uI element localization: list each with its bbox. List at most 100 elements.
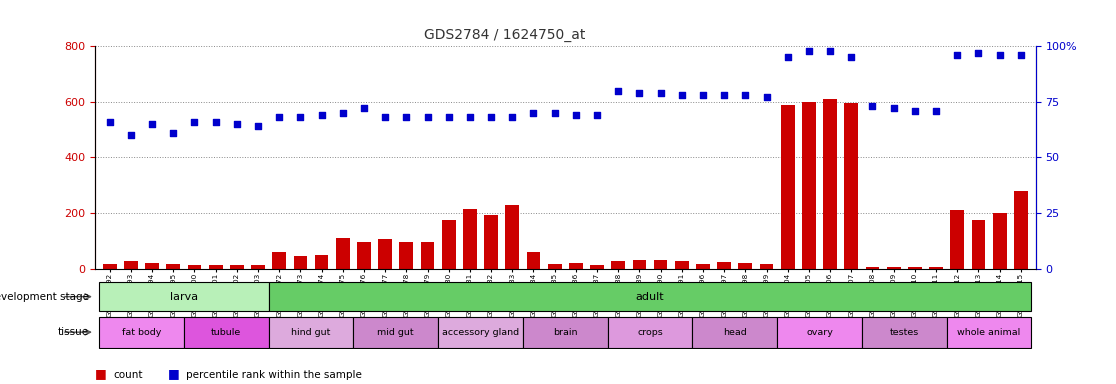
Point: [291, 114, 309, 121]
Text: development stage: development stage: [0, 291, 89, 302]
Point: [843, 54, 860, 60]
Bar: [439, 316, 523, 348]
Bar: [357, 242, 371, 269]
Point: [821, 48, 839, 54]
Bar: [209, 265, 222, 269]
Point: [970, 50, 988, 56]
Bar: [463, 209, 477, 269]
Point: [249, 123, 267, 129]
Point: [1012, 52, 1030, 58]
Point: [418, 114, 436, 121]
Point: [334, 110, 352, 116]
Bar: [739, 263, 752, 269]
Point: [482, 114, 500, 121]
Text: count: count: [114, 370, 143, 380]
Point: [652, 90, 670, 96]
Point: [800, 48, 818, 54]
Bar: [946, 316, 1031, 348]
Point: [312, 112, 330, 118]
Point: [228, 121, 246, 127]
Text: larva: larva: [170, 291, 198, 302]
Text: ■: ■: [95, 367, 107, 380]
Bar: [781, 104, 795, 269]
Bar: [866, 267, 879, 269]
Bar: [951, 210, 964, 269]
Bar: [972, 220, 985, 269]
Point: [503, 114, 521, 121]
Bar: [230, 265, 243, 269]
Bar: [654, 260, 667, 269]
Bar: [527, 252, 540, 269]
Text: percentile rank within the sample: percentile rank within the sample: [186, 370, 363, 380]
Bar: [187, 265, 201, 269]
Bar: [887, 266, 901, 269]
Point: [546, 110, 564, 116]
Bar: [607, 316, 692, 348]
Bar: [354, 316, 439, 348]
Bar: [442, 220, 455, 269]
Point: [779, 54, 797, 60]
Point: [609, 88, 627, 94]
Bar: [99, 282, 269, 311]
Bar: [315, 255, 328, 269]
Bar: [145, 263, 158, 269]
Point: [143, 121, 161, 127]
Bar: [675, 261, 689, 269]
Bar: [523, 316, 607, 348]
Point: [715, 92, 733, 98]
Bar: [802, 102, 816, 269]
Point: [440, 114, 458, 121]
Point: [694, 92, 712, 98]
Point: [588, 112, 606, 118]
Text: crops: crops: [637, 328, 663, 337]
Point: [164, 130, 182, 136]
Bar: [930, 267, 943, 269]
Bar: [400, 242, 413, 269]
Text: brain: brain: [554, 328, 577, 337]
Bar: [272, 252, 286, 269]
Bar: [548, 264, 561, 269]
Point: [737, 92, 754, 98]
Point: [525, 110, 542, 116]
Bar: [718, 262, 731, 269]
Text: head: head: [723, 328, 747, 337]
Point: [355, 105, 373, 111]
Bar: [184, 316, 269, 348]
Bar: [590, 265, 604, 269]
Bar: [251, 265, 264, 269]
Bar: [269, 282, 1031, 311]
Bar: [124, 261, 137, 269]
Text: ovary: ovary: [806, 328, 833, 337]
Bar: [103, 264, 116, 269]
Bar: [777, 316, 862, 348]
Text: fat body: fat body: [122, 328, 161, 337]
Point: [185, 119, 203, 125]
Bar: [696, 264, 710, 269]
Point: [906, 108, 924, 114]
Bar: [421, 242, 434, 269]
Point: [270, 114, 288, 121]
Bar: [862, 316, 946, 348]
Point: [864, 103, 882, 109]
Text: whole animal: whole animal: [958, 328, 1021, 337]
Bar: [692, 316, 777, 348]
Point: [673, 92, 691, 98]
Text: ■: ■: [167, 367, 180, 380]
Point: [122, 132, 140, 138]
Bar: [760, 264, 773, 269]
Bar: [506, 205, 519, 269]
Bar: [908, 266, 922, 269]
Point: [567, 112, 585, 118]
Text: tubule: tubule: [211, 328, 241, 337]
Point: [758, 94, 776, 100]
Text: mid gut: mid gut: [377, 328, 414, 337]
Bar: [993, 213, 1007, 269]
Bar: [378, 239, 392, 269]
Text: testes: testes: [889, 328, 918, 337]
Bar: [99, 316, 184, 348]
Point: [927, 108, 945, 114]
Bar: [484, 215, 498, 269]
Text: adult: adult: [636, 291, 664, 302]
Text: hind gut: hind gut: [291, 328, 330, 337]
Point: [397, 114, 415, 121]
